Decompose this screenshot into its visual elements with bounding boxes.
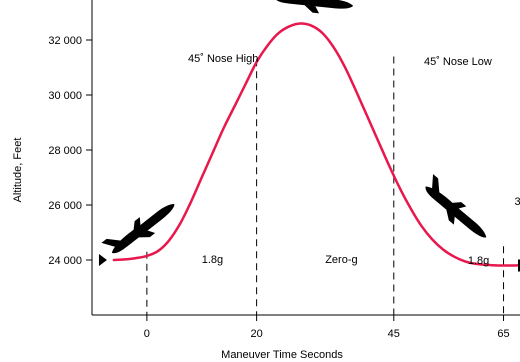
annotation-label: 45˚ Nose Low <box>424 56 492 68</box>
y-tick-label: 32 000 <box>48 35 82 47</box>
y-tick-label: 26 000 <box>48 200 82 212</box>
y-tick-label: 28 000 <box>48 145 82 157</box>
altitude-series <box>112 22 520 267</box>
x-tick-label: 45 <box>388 328 400 340</box>
aircraft-diving-icon <box>425 174 487 238</box>
y-axis-title: Altitude, Feet <box>12 138 24 203</box>
annotation-label: 45˚ Nose High <box>188 53 258 65</box>
annotations: 45˚ Nose High 45˚ Nose Low 350 Kias 1.8g Zer… <box>188 53 520 267</box>
start-marker-icon <box>98 254 107 266</box>
aircraft-climbing-icon <box>101 204 175 254</box>
annotation-label: 1.8g <box>468 255 489 267</box>
annotation-label: 350 Kias <box>515 196 520 208</box>
x-tick-label: 0 <box>144 328 150 340</box>
x-axis-title: Maneuver Time Seconds <box>221 349 343 361</box>
annotation-label: 1.8g <box>202 254 223 266</box>
aircraft-level-icon <box>273 0 354 14</box>
y-tick-label: 24 000 <box>48 255 82 267</box>
y-tick-label: 30 000 <box>48 90 82 102</box>
phase-divider-lines <box>146 56 505 315</box>
x-tick-label: 65 <box>497 328 509 340</box>
annotation-label: Zero-g <box>325 254 357 266</box>
x-axis: 0 20 45 65 <box>92 314 520 340</box>
x-tick-label: 20 <box>250 328 262 340</box>
altitude-line <box>112 22 520 267</box>
aircraft-icons <box>98 0 520 272</box>
